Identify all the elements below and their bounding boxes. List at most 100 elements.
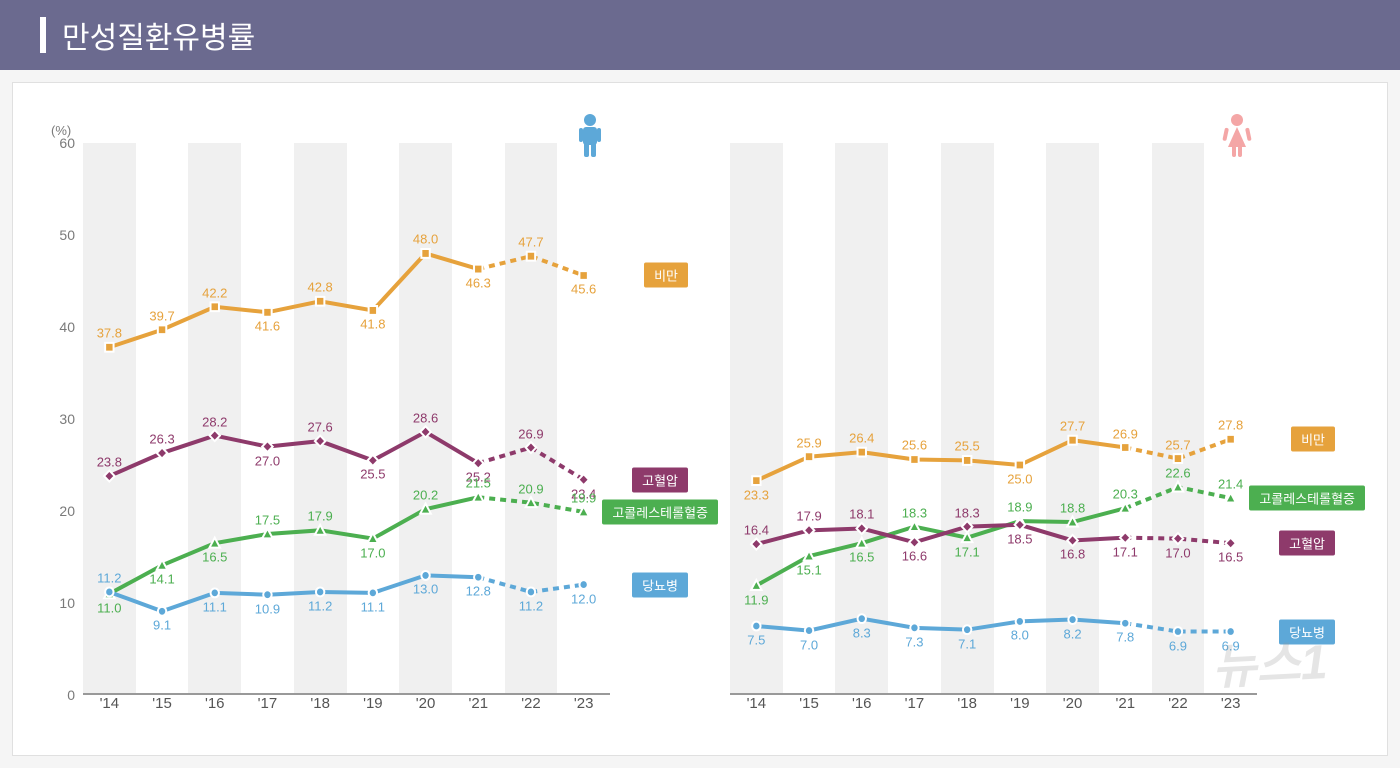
x-tick: '20 bbox=[1046, 695, 1099, 725]
data-label: 15.1 bbox=[796, 563, 821, 578]
data-label: 7.3 bbox=[905, 634, 923, 649]
data-label: 22.6 bbox=[1165, 466, 1190, 481]
x-tick: '22 bbox=[505, 695, 558, 725]
x-tick: '23 bbox=[557, 695, 610, 725]
data-label: 25.5 bbox=[360, 467, 385, 482]
data-label: 26.3 bbox=[149, 432, 174, 447]
x-tick: '18 bbox=[294, 695, 347, 725]
data-label: 39.7 bbox=[149, 308, 174, 323]
y-tick: 30 bbox=[59, 411, 75, 427]
data-label: 27.7 bbox=[1060, 419, 1085, 434]
data-label: 12.0 bbox=[571, 591, 596, 606]
y-tick: 60 bbox=[59, 135, 75, 151]
data-label: 17.1 bbox=[954, 544, 979, 559]
data-label: 10.9 bbox=[255, 601, 280, 616]
x-tick: '21 bbox=[452, 695, 505, 725]
data-label: 6.9 bbox=[1169, 638, 1187, 653]
data-label: 41.8 bbox=[360, 317, 385, 332]
data-label: 25.0 bbox=[1007, 472, 1032, 487]
data-label: 16.5 bbox=[1218, 550, 1243, 565]
x-tick: '17 bbox=[888, 695, 941, 725]
data-label: 11.2 bbox=[519, 598, 543, 613]
y-tick: 10 bbox=[59, 595, 75, 611]
x-tick: '14 bbox=[730, 695, 783, 725]
x-axis-male: '14'15'16'17'18'19'20'21'22'23 bbox=[83, 695, 610, 725]
data-label: 20.9 bbox=[518, 481, 543, 496]
data-label: 25.6 bbox=[902, 438, 927, 453]
data-label: 46.3 bbox=[466, 276, 491, 291]
data-label: 17.9 bbox=[796, 509, 821, 524]
legend-tag-hypertension: 고혈압 bbox=[632, 467, 688, 492]
data-label: 17.0 bbox=[1165, 545, 1190, 560]
data-label: 11.1 bbox=[203, 599, 227, 614]
data-label: 42.8 bbox=[307, 280, 332, 295]
data-label: 18.5 bbox=[1007, 531, 1032, 546]
data-label: 48.0 bbox=[413, 232, 438, 247]
data-label: 23.3 bbox=[744, 487, 769, 502]
x-tick: '23 bbox=[1204, 695, 1257, 725]
data-label: 7.8 bbox=[1116, 630, 1134, 645]
x-tick: '18 bbox=[941, 695, 994, 725]
data-label: 18.3 bbox=[954, 505, 979, 520]
data-label: 26.9 bbox=[518, 426, 543, 441]
data-label: 18.3 bbox=[902, 505, 927, 520]
x-tick: '15 bbox=[783, 695, 836, 725]
data-label: 27.6 bbox=[307, 420, 332, 435]
panel-male: (%) 0102030405060 37.839.742.241.642.841… bbox=[33, 103, 690, 745]
y-tick: 40 bbox=[59, 319, 75, 335]
plot-male: 37.839.742.241.642.841.848.046.347.745.6… bbox=[83, 143, 610, 695]
data-label: 45.6 bbox=[571, 282, 596, 297]
data-label: 13.0 bbox=[413, 582, 438, 597]
x-tick: '16 bbox=[835, 695, 888, 725]
data-label: 37.8 bbox=[97, 326, 122, 341]
data-label: 7.0 bbox=[800, 637, 818, 652]
data-label: 17.5 bbox=[255, 513, 280, 528]
data-label: 18.1 bbox=[849, 507, 874, 522]
female-icon bbox=[1222, 113, 1252, 158]
header-bar-container: 만성질환유병률 bbox=[0, 0, 1400, 70]
x-tick: '21 bbox=[1099, 695, 1152, 725]
x-tick: '22 bbox=[1152, 695, 1205, 725]
x-tick: '15 bbox=[136, 695, 189, 725]
data-label: 27.0 bbox=[255, 453, 280, 468]
data-label: 16.4 bbox=[744, 523, 769, 538]
x-tick: '16 bbox=[188, 695, 241, 725]
x-tick: '19 bbox=[994, 695, 1047, 725]
data-label: 23.8 bbox=[97, 455, 122, 470]
data-label: 7.5 bbox=[747, 633, 765, 648]
content-area: (%) 0102030405060 37.839.742.241.642.841… bbox=[0, 70, 1400, 768]
watermark: 뉴스1 bbox=[1210, 622, 1329, 698]
data-label: 7.1 bbox=[958, 636, 976, 651]
data-label: 26.9 bbox=[1113, 426, 1138, 441]
data-label: 18.9 bbox=[1007, 500, 1032, 515]
header-accent-bar bbox=[40, 17, 46, 53]
legend-tag-hypertension: 고혈압 bbox=[1279, 531, 1335, 556]
data-label: 17.0 bbox=[360, 545, 385, 560]
male-icon bbox=[575, 113, 605, 158]
data-label: 25.7 bbox=[1165, 437, 1190, 452]
y-tick: 20 bbox=[59, 503, 75, 519]
data-label: 20.2 bbox=[413, 488, 438, 503]
plot-female: 23.325.926.425.625.525.027.726.925.727.8… bbox=[730, 143, 1257, 695]
legend-tag-cholesterol: 고콜레스테롤혈증 bbox=[1249, 486, 1365, 511]
x-tick: '14 bbox=[83, 695, 136, 725]
data-label: 11.2 bbox=[97, 570, 121, 585]
legend-tag-cholesterol: 고콜레스테롤혈증 bbox=[602, 499, 718, 524]
data-label: 42.2 bbox=[202, 285, 227, 300]
data-label: 8.3 bbox=[853, 625, 871, 640]
x-tick: '19 bbox=[347, 695, 400, 725]
legend-tag-diabetes: 당뇨병 bbox=[632, 572, 688, 597]
data-label: 16.5 bbox=[202, 550, 227, 565]
x-tick: '20 bbox=[399, 695, 452, 725]
data-label: 11.9 bbox=[744, 592, 768, 607]
legend-tag-obesity: 비만 bbox=[644, 263, 688, 288]
data-label: 17.1 bbox=[1113, 544, 1138, 559]
x-tick: '17 bbox=[241, 695, 294, 725]
data-label: 21.5 bbox=[466, 476, 491, 491]
data-label: 21.4 bbox=[1218, 477, 1243, 492]
data-label: 28.6 bbox=[413, 410, 438, 425]
data-label: 47.7 bbox=[518, 235, 543, 250]
data-label: 25.5 bbox=[954, 439, 979, 454]
data-label: 8.0 bbox=[1011, 628, 1029, 643]
data-label: 11.1 bbox=[361, 599, 385, 614]
